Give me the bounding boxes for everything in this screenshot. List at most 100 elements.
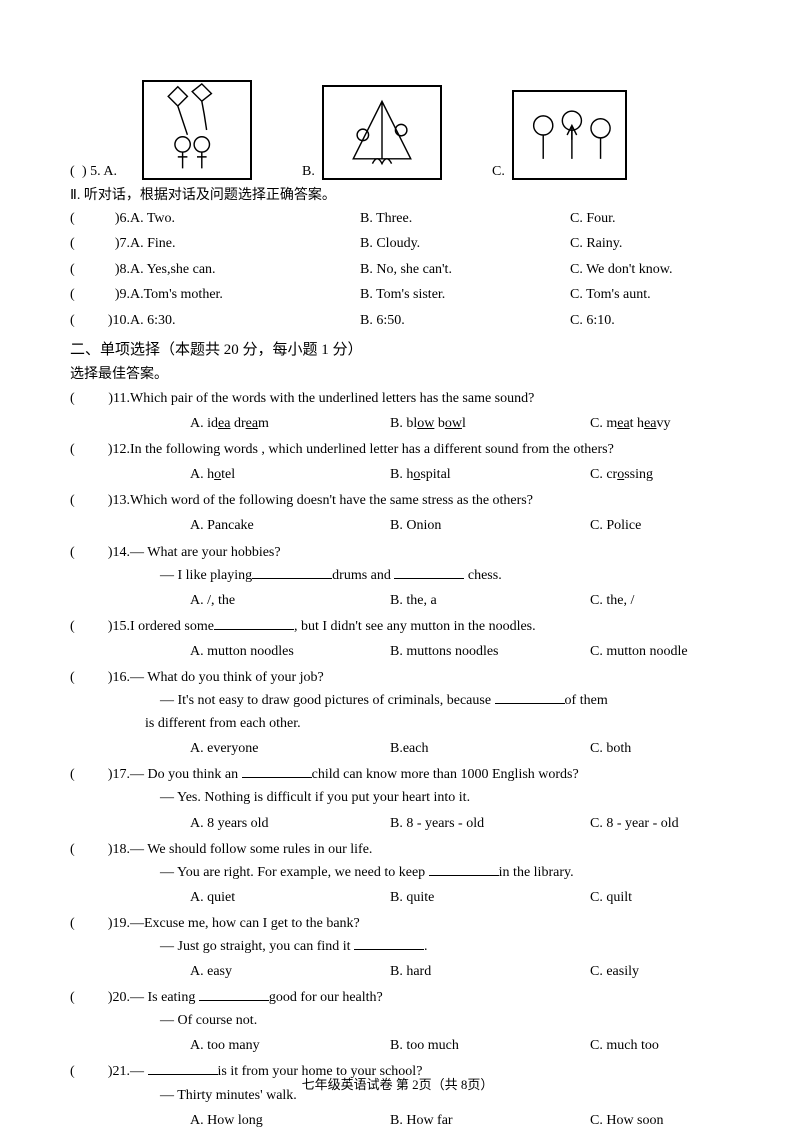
q11-c: C. meat heavy	[590, 412, 725, 435]
q17: ()17.— Do you think an child can know mo…	[70, 763, 725, 834]
q10-num: )10.	[108, 310, 130, 332]
q14-stem1: — What are your hobbies?	[130, 541, 725, 564]
q14-paren: (	[70, 545, 75, 560]
q19: ()19.—Excuse me, how can I get to the ba…	[70, 912, 725, 983]
q7-a: A. Fine.	[130, 233, 360, 255]
image-camping	[322, 85, 442, 180]
q14: ( )14.— What are your hobbies? — I like p…	[70, 541, 725, 612]
q15-c: C. mutton noodle	[590, 640, 725, 663]
image-kites	[142, 80, 252, 180]
q16-paren: (	[70, 670, 75, 685]
q18-paren: (	[70, 842, 75, 857]
q9-b: B. Tom's sister.	[360, 284, 570, 306]
image-party	[512, 90, 627, 180]
blank	[394, 565, 464, 579]
q19-a: A. easy	[190, 960, 390, 983]
q9-a: A.Tom's mother.	[130, 284, 360, 306]
q14-c: C. the, /	[590, 589, 725, 612]
page-footer: 七年级英语试卷 第 2页（共 8页）	[0, 1074, 795, 1093]
q17-stem2: — Yes. Nothing is difficult if you put y…	[70, 786, 725, 809]
q13-b: B. Onion	[390, 514, 590, 537]
q21-c: C. How soon	[590, 1109, 725, 1132]
q21-b: B. How far	[390, 1109, 590, 1132]
q21: ()21.— is it from your home to your scho…	[70, 1060, 725, 1131]
q10-a: A. 6:30.	[130, 310, 360, 332]
q8-paren: (	[70, 262, 75, 277]
q18-num: )18.	[108, 838, 130, 861]
q13-stem: Which word of the following doesn't have…	[130, 489, 725, 512]
blank	[354, 936, 424, 950]
q9-num: )9.	[115, 284, 130, 306]
q18-a: A. quiet	[190, 886, 390, 909]
q6-num: )6.	[115, 208, 130, 230]
q11-stem: Which pair of the words with the underli…	[130, 387, 725, 410]
q20-stem1: — Is eating good for our health?	[130, 986, 725, 1009]
q11-b: B. blow bowl	[390, 412, 590, 435]
q7-c: C. Rainy.	[570, 233, 725, 255]
q6-paren: (	[70, 211, 75, 226]
q5-label-b: B.	[302, 164, 322, 180]
blank	[214, 616, 294, 630]
blank	[252, 565, 332, 579]
q7-paren: (	[70, 236, 75, 251]
q17-stem1: — Do you think an child can know more th…	[130, 763, 725, 786]
q6-a: A. Two.	[130, 208, 360, 230]
q18-c: C. quilt	[590, 886, 725, 909]
blank	[429, 862, 499, 876]
q12-a: A. hotel	[190, 463, 390, 486]
q15: ()15. I ordered some, but I didn't see a…	[70, 615, 725, 663]
q19-c: C. easily	[590, 960, 725, 983]
q16-a: A. everyone	[190, 737, 390, 760]
q10-paren: (	[70, 313, 75, 328]
q16-stem2: — It's not easy to draw good pictures of…	[70, 689, 725, 712]
q12-paren: (	[70, 442, 75, 457]
q6-row: ()6. A. Two.B. Three.C. Four.	[70, 208, 725, 230]
q20-num: )20.	[108, 986, 130, 1009]
q17-b: B. 8 - years - old	[390, 812, 590, 835]
q16-num: )16.	[108, 666, 130, 689]
blank	[495, 690, 565, 704]
q8-row: ()8. A. Yes,she can.B. No, she can't.C. …	[70, 259, 725, 281]
q12-stem: In the following words , which underline…	[130, 438, 725, 461]
blank	[242, 764, 312, 778]
q5-paren-open: (	[70, 164, 82, 180]
q15-paren: (	[70, 619, 75, 634]
q15-b: B. muttons noodles	[390, 640, 590, 663]
q18-stem1: — We should follow some rules in our lif…	[130, 838, 725, 861]
q20-b: B. too much	[390, 1034, 590, 1057]
q14-a: A. /, the	[190, 589, 390, 612]
q8-num: )8.	[115, 259, 130, 281]
q14-num: )14.	[108, 541, 130, 564]
q17-a: A. 8 years old	[190, 812, 390, 835]
q14-stem2: — I like playingdrums and chess.	[70, 564, 725, 587]
q13-paren: (	[70, 493, 75, 508]
q17-c: C. 8 - year - old	[590, 812, 725, 835]
q11-num: )11.	[108, 387, 130, 410]
q12-b: B. hospital	[390, 463, 590, 486]
q11: ()11.Which pair of the words with the un…	[70, 387, 725, 435]
q5-label-a: ) 5. A.	[82, 164, 142, 180]
q10-b: B. 6:50.	[360, 310, 570, 332]
q9-c: C. Tom's aunt.	[570, 284, 725, 306]
listening-block: ()6. A. Two.B. Three.C. Four. ()7. A. Fi…	[70, 208, 725, 332]
q13: ()13. Which word of the following doesn'…	[70, 489, 725, 537]
blank	[199, 987, 269, 1001]
q10-c: C. 6:10.	[570, 310, 725, 332]
section-mcq-title: 二、单项选择（本题共 20 分，每小题 1 分）	[70, 338, 725, 359]
q18-stem2: — You are right. For example, we need to…	[70, 861, 725, 884]
q20-paren: (	[70, 990, 75, 1005]
q13-a: A. Pancake	[190, 514, 390, 537]
q20-stem2: — Of course not.	[70, 1009, 725, 1032]
q20: ( )20.— Is eating good for our health? — …	[70, 986, 725, 1057]
q5-label-c: C.	[492, 164, 512, 180]
q15-num: )15.	[108, 615, 130, 638]
q12-num: )12.	[108, 438, 130, 461]
q19-num: )19.	[108, 912, 130, 935]
question-5-row: ( ) 5. A. B. C.	[70, 80, 725, 180]
section-mcq-sub: 选择最佳答案。	[70, 363, 725, 383]
q20-c: C. much too	[590, 1034, 725, 1057]
q14-b: B. the, a	[390, 589, 590, 612]
q9-paren: (	[70, 287, 75, 302]
q16-b: B.each	[390, 737, 590, 760]
q11-a: A. idea dream	[190, 412, 390, 435]
